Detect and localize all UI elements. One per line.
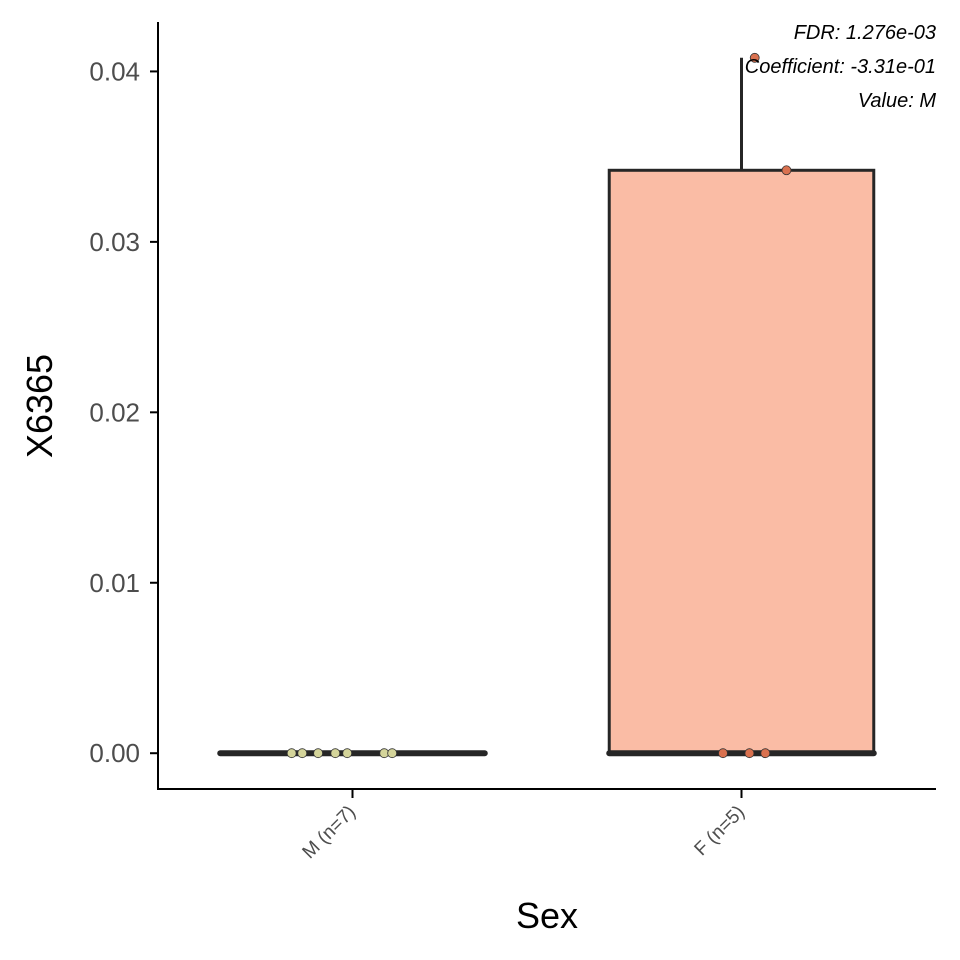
x-ticks: M (n=7) F (n=5) xyxy=(299,789,750,864)
points-layer xyxy=(286,52,792,759)
data-point xyxy=(330,748,341,759)
data-point xyxy=(749,52,760,63)
y-tick-label: 0.00 xyxy=(89,738,140,768)
data-point xyxy=(297,748,308,759)
data-point xyxy=(286,748,297,759)
y-axis-title: X6365 xyxy=(19,354,60,458)
x-tick-label: M (n=7) xyxy=(299,802,361,864)
data-point xyxy=(387,748,398,759)
annotation-fdr: FDR: 1.276e-03 xyxy=(794,22,936,44)
data-point xyxy=(781,165,792,176)
data-point xyxy=(744,748,755,759)
y-tick-label: 0.02 xyxy=(89,397,140,427)
y-ticks: 0.00 0.01 0.02 0.03 0.04 xyxy=(89,56,158,768)
y-tick-label: 0.03 xyxy=(89,227,140,257)
data-point xyxy=(313,748,324,759)
x-axis-title: Sex xyxy=(516,895,578,936)
box-body xyxy=(607,168,876,755)
data-point xyxy=(760,748,771,759)
data-point xyxy=(718,748,728,759)
y-tick-label: 0.01 xyxy=(89,568,140,598)
annotation-value: Value: M xyxy=(858,90,937,112)
y-tick-label: 0.04 xyxy=(89,56,140,86)
x-tick-label: F (n=5) xyxy=(691,802,750,861)
annotation-coefficient: Coefficient: -3.31e-01 xyxy=(745,56,936,78)
data-point xyxy=(342,748,353,759)
boxes-layer xyxy=(217,57,877,757)
